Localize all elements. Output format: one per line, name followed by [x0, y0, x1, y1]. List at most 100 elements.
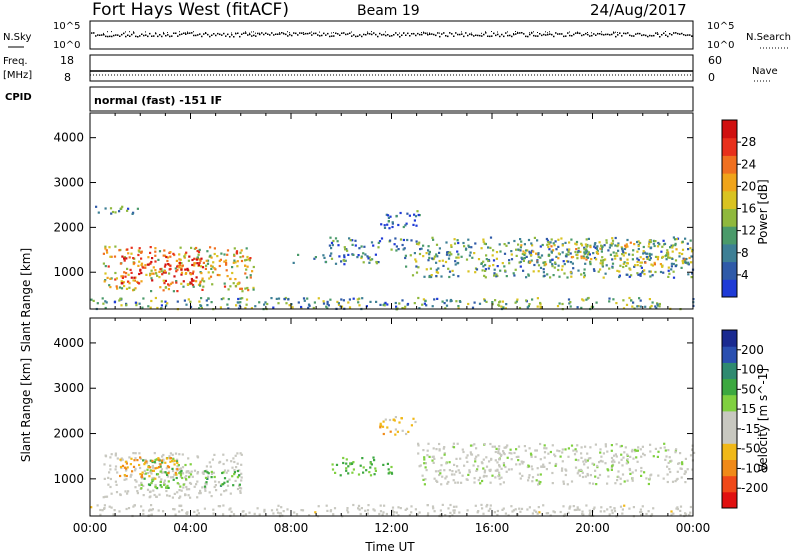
velocity-cell: [536, 473, 540, 476]
power-cell: [187, 298, 190, 301]
velocity-cell: [149, 495, 152, 498]
power-cell: [649, 275, 652, 278]
power-cell: [377, 241, 380, 244]
velocity-cell: [160, 468, 163, 471]
power-cell: [678, 255, 681, 258]
nsearch-point: [579, 32, 580, 34]
velocity-colorbar-tick-label: 50: [741, 382, 756, 396]
velocity-cell: [398, 421, 401, 424]
power-cell: [557, 264, 560, 267]
power-cell: [537, 255, 540, 259]
power-cell: [358, 304, 361, 307]
power-cell: [210, 264, 213, 267]
nsearch-point: [425, 32, 426, 34]
velocity-cell: [382, 511, 385, 514]
xtick-label: 00:00: [73, 521, 108, 535]
power-cell: [457, 256, 460, 259]
velocity-cell: [129, 475, 132, 478]
nsky-point: [481, 35, 483, 37]
power-cell: [542, 261, 545, 264]
power-cell: [178, 258, 181, 261]
velocity-cell: [493, 445, 496, 448]
nsky-point: [561, 33, 563, 35]
power-cell: [127, 280, 130, 283]
nsearch-point: [577, 31, 578, 33]
nsky-point: [515, 33, 517, 35]
velocity-cell: [392, 513, 395, 516]
power-cell: [589, 246, 592, 249]
nsky-point: [267, 33, 269, 35]
nsky-point: [129, 35, 131, 37]
nsearch-point: [331, 32, 332, 34]
nsky-point: [259, 33, 261, 36]
velocity-cell: [126, 466, 129, 469]
power-cell: [658, 243, 661, 246]
power-cell: [475, 268, 479, 271]
velocity-cell: [369, 461, 372, 464]
power-cell: [252, 286, 255, 289]
velocity-cell: [614, 453, 617, 456]
power-cell: [648, 258, 651, 261]
power-cell: [297, 301, 300, 304]
nsky-point: [113, 34, 115, 37]
power-cell: [185, 303, 188, 306]
power-cell: [219, 258, 222, 261]
power-cell: [415, 260, 418, 263]
power-cell: [670, 244, 673, 247]
velocity-cell: [645, 477, 648, 480]
power-cell: [570, 238, 573, 241]
power-cell: [176, 265, 179, 268]
power-cell: [130, 271, 133, 274]
velocity-cell: [684, 457, 687, 460]
power-cell: [399, 211, 402, 215]
power-cell: [154, 254, 157, 257]
velocity-cell: [596, 464, 599, 468]
power-cell: [158, 276, 161, 279]
velocity-cell: [385, 512, 388, 516]
velocity-cell: [589, 474, 592, 477]
velocity-cell: [498, 477, 501, 480]
velocity-cell: [132, 465, 136, 468]
velocity-cell: [379, 426, 382, 429]
power-cell: [596, 249, 599, 252]
nsky-point: [617, 34, 619, 36]
velocity-cell: [234, 479, 237, 482]
velocity-cell: [140, 481, 143, 484]
power-cell: [169, 264, 172, 267]
velocity-cell: [489, 481, 492, 484]
velocity-cell: [228, 478, 231, 481]
power-cell: [176, 268, 179, 271]
power-cell: [508, 262, 511, 265]
nsky-point: [321, 34, 323, 37]
velocity-cell: [672, 512, 675, 515]
nsky-point: [467, 34, 469, 37]
velocity-cell: [561, 467, 564, 470]
power-cell: [120, 287, 124, 290]
velocity-cell: [174, 471, 177, 474]
velocity-cell: [351, 471, 354, 474]
nsky-point: [407, 32, 409, 35]
nsky-point: [235, 32, 237, 35]
power-cell: [568, 302, 571, 305]
velocity-cell: [580, 452, 583, 455]
power-cell: [500, 305, 503, 308]
power-cell: [551, 258, 554, 261]
power-cell: [245, 298, 249, 301]
nsearch-point: [673, 32, 674, 34]
power-cell: [200, 257, 203, 260]
power-cell: [605, 241, 608, 244]
power-cell: [660, 264, 664, 268]
velocity-cell: [502, 450, 505, 453]
nsky-point: [661, 34, 663, 36]
velocity-cell: [219, 484, 223, 487]
velocity-cell: [362, 466, 365, 469]
nsearch-point: [591, 32, 592, 34]
velocity-cell: [140, 474, 143, 477]
power-cell: [654, 270, 657, 274]
power-cell: [422, 298, 425, 301]
nsearch-point: [107, 31, 108, 33]
power-cell: [132, 211, 135, 214]
power-cell: [118, 249, 121, 252]
power-cell: [557, 257, 560, 260]
velocity-cell: [610, 468, 613, 471]
